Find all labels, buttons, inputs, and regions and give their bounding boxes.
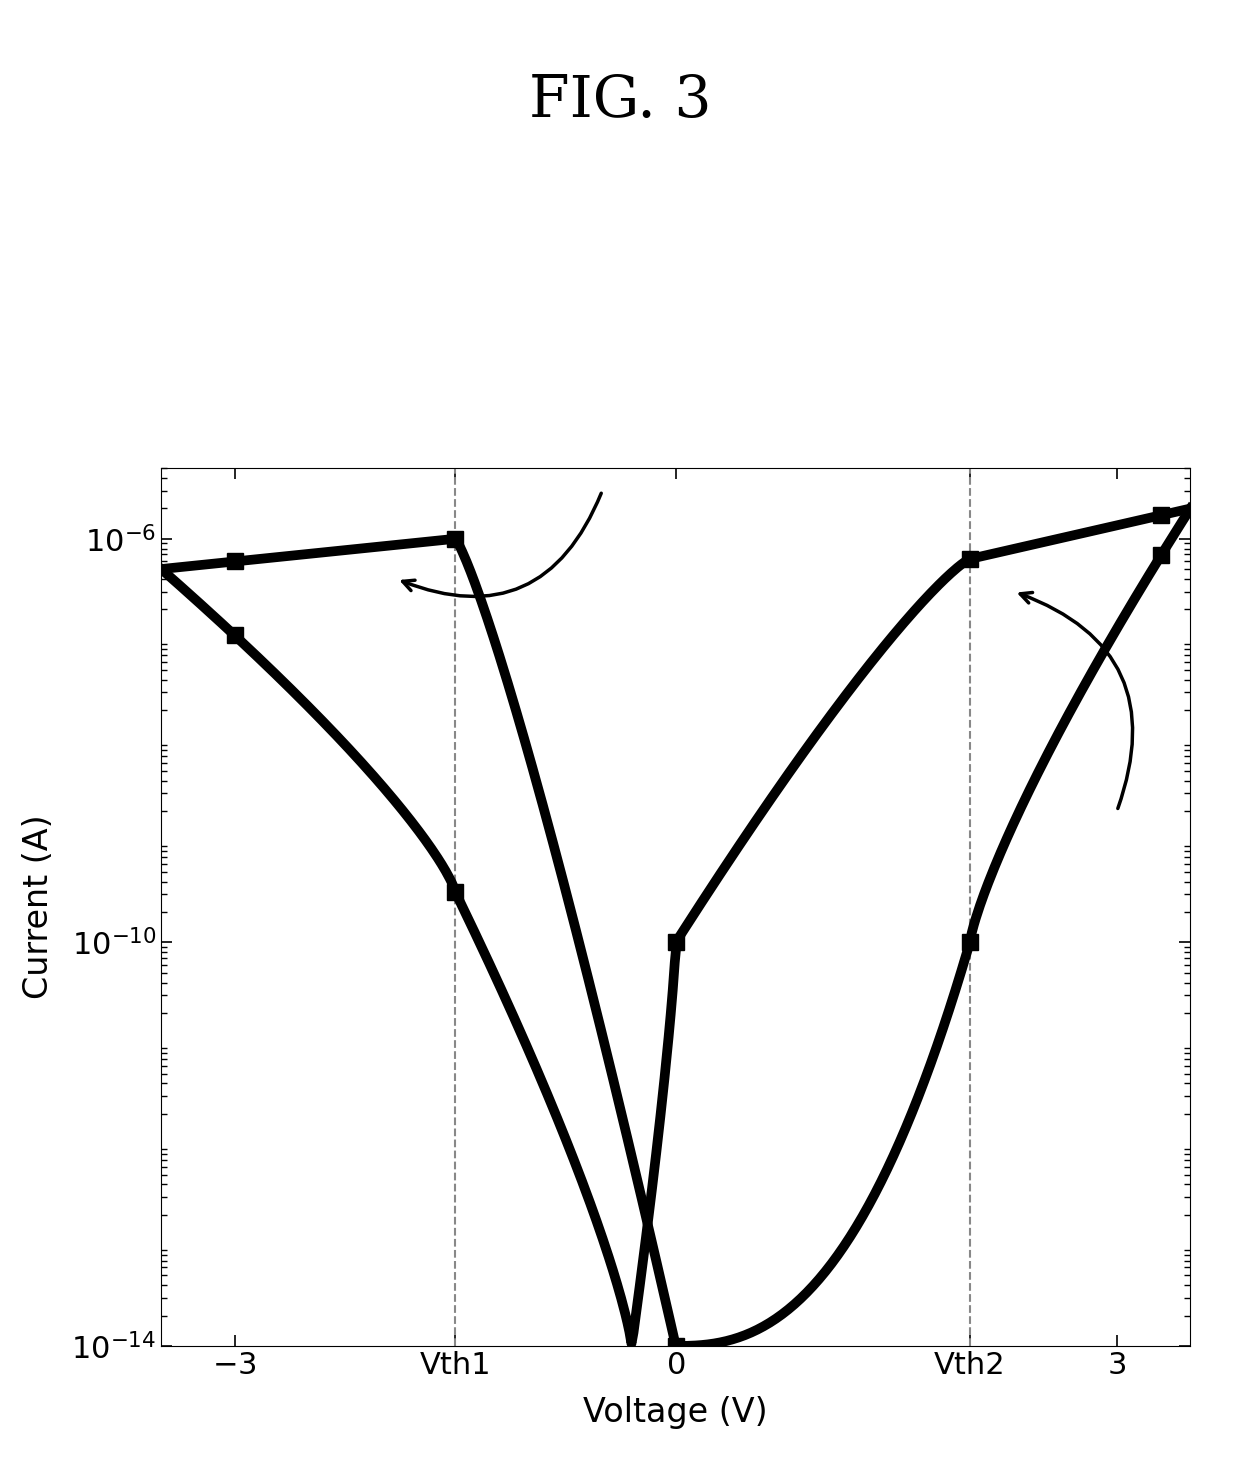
Text: FIG. 3: FIG. 3 [528,73,712,129]
Y-axis label: Current (A): Current (A) [21,815,55,999]
X-axis label: Voltage (V): Voltage (V) [584,1397,768,1429]
